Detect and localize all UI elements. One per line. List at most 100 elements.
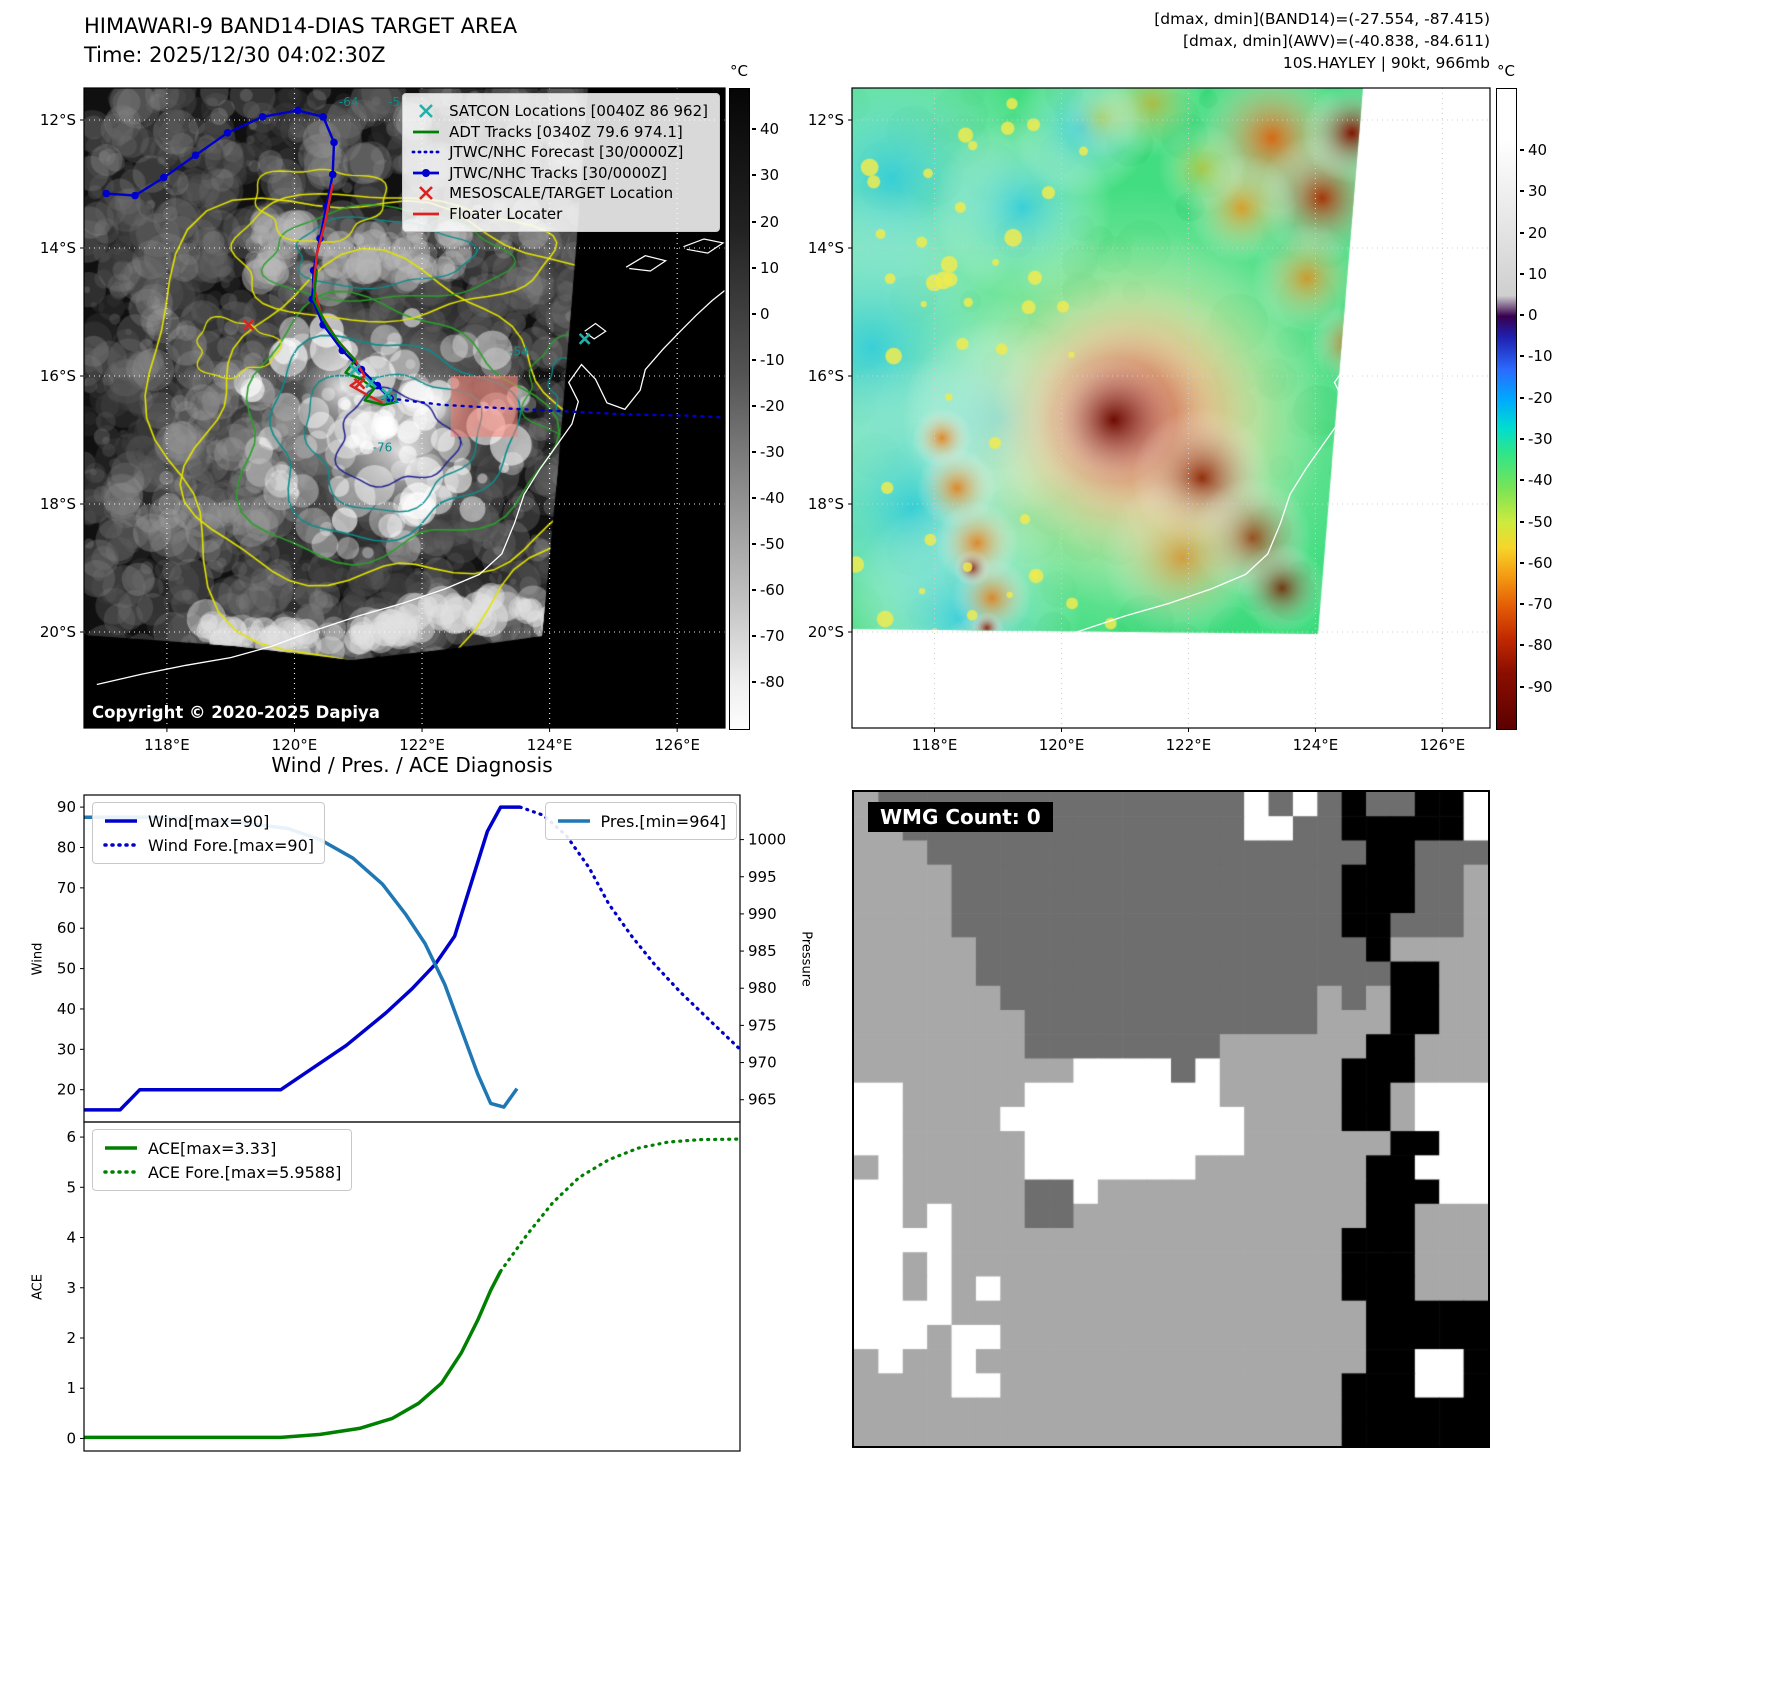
line-legend-marker [103,1170,139,1174]
awv-satellite-image [852,88,1490,728]
tick-label: -10 [760,350,785,369]
colorbar-tick: 10 [1520,265,1547,283]
colorbar-tick: -80 [1520,636,1553,654]
track-fix-dot [102,189,111,198]
y-tick-label: 16°S [808,367,844,385]
tick-mark [752,634,756,637]
tick-mark [752,312,756,315]
x-tick-label: 120°E [1039,736,1085,754]
storm-id-intensity: 10S.HAYLEY | 90kt, 966mb [1282,54,1490,72]
x-tick-label: 118°E [144,736,190,754]
legend-item: Floater Locater [411,204,708,225]
colorbar-tick: -10 [752,351,785,369]
legend-label: JTWC/NHC Forecast [30/0000Z] [449,143,684,162]
colorbar-tick: 10 [752,259,779,277]
chart-legend: Pres.[min=964] [544,802,737,840]
tick-mark [1520,231,1524,234]
grid-lines: 118°E 120°E 122°E 124°E 126°E 12°S 14°S 16°S 18°… [808,88,1490,754]
y-tick-label: 18°S [808,495,844,513]
legend-label: SATCON Locations [0040Z 86 962] [449,102,708,121]
tick-mark [752,128,756,131]
colorbar-tick: -40 [752,489,785,507]
axis-label: ACE [30,1274,46,1300]
coastline [864,238,1494,686]
wmg-count-label: WMG Count: 0 [868,802,1053,832]
copyright-text: Copyright © 2020-2025 Dapiya [92,703,380,722]
colorbar-tick: -90 [1520,678,1553,696]
x-marker [353,377,366,390]
x-marker [365,376,377,389]
band14-time: Time: 2025/12/30 04:02:30Z [84,43,386,67]
x-tick-label: 122°E [399,736,445,754]
wmg-panel: WMG Count: 0 [852,790,1490,1448]
line-legend-marker [105,819,137,823]
legend-item: JTWC/NHC Tracks [30/0000Z] [411,163,708,184]
y2-tick-label: 1000 [748,831,786,849]
tick-label: -10 [1528,347,1553,366]
band14-title-block: HIMAWARI-9 BAND14-DIAS TARGET AREA Time:… [84,12,517,70]
tick-label: 0 [1528,306,1538,325]
y-tick-label: 14°S [808,239,844,257]
awv-header: [dmax, dmin](BAND14)=(-27.554, -87.415) … [960,8,1490,74]
x-marker [242,318,255,331]
tick-label: 10 [760,258,780,277]
chart-canvas: 0 1 2 3 4 5 6 [66,1121,742,1452]
legend-item: MESOSCALE/TARGET Location [411,183,708,204]
chart-legend-label: Pres.[min=964] [600,811,726,831]
x-marker [578,332,591,345]
legend-label: Floater Locater [449,204,563,223]
tick-label: 40 [1528,140,1548,159]
y-tick-label: 1 [66,1379,76,1397]
y-tick-label: 80 [57,838,76,856]
y-tick-label: 14°S [40,239,76,257]
y-tick-label: 12°S [40,111,76,129]
x-legend-marker [419,104,434,119]
tick-label: 40 [760,120,780,139]
tick-mark [1520,644,1524,647]
coastline [96,238,729,686]
track-fix-dot [293,106,302,115]
track-fix-dot [258,113,267,121]
tick-label: -50 [1528,512,1553,531]
track-fix-dot [328,170,337,179]
chart-legend-label: Wind[max=90] [148,811,270,831]
tick-label: -60 [760,580,785,599]
tick-mark [1520,603,1524,606]
colorbar-tick: -70 [1520,595,1553,613]
chart-legend-item: ACE Fore.[max=5.9588] [103,1160,341,1184]
x-tick-label: 124°E [1293,736,1339,754]
colorbar-tick: -30 [1520,430,1553,448]
track-fix-dot [159,173,168,182]
y-tick-label: 2 [66,1329,76,1347]
tick-label: -30 [760,442,785,461]
tick-mark [752,174,756,177]
band14-title: HIMAWARI-9 BAND14-DIAS TARGET AREA [84,14,518,38]
colorbar-tick: 30 [1520,182,1547,200]
tick-mark [1520,561,1524,564]
chart-legend: Wind[max=90] Wind Fore.[max=90] [92,802,325,864]
band14-legend: SATCON Locations [0040Z 86 962] ADT Track… [402,93,720,232]
awv-map-overlay: 118°E 120°E 122°E 124°E 126°E 12°S 14°S 16°S 18°… [808,87,1494,754]
line-dot-legend-marker [413,168,440,177]
legend-label: JTWC/NHC Tracks [30/0000Z] [449,163,667,182]
tick-mark [1520,148,1524,151]
colorbar-tick: -30 [752,443,785,461]
tick-label: 0 [760,304,770,323]
legend-item: SATCON Locations [0040Z 86 962] [411,101,708,122]
tick-label: -70 [1528,595,1553,614]
contour-label: -64 [339,95,359,109]
tick-label: -70 [760,626,785,645]
axis-label: Pressure [798,931,814,987]
y-tick-label: 90 [57,798,76,816]
grid-lines: 118°E 120°E 122°E 124°E 126°E 12°S 14°S 16°S 18°… [40,88,725,754]
tick-mark [1520,396,1524,399]
line-legend-marker [557,819,590,823]
tick-label: 20 [760,212,780,231]
colorbar-tick: -60 [1520,554,1553,572]
colorbar-tick: -20 [1520,389,1553,407]
colorbar-tick: -50 [1520,513,1553,531]
x-tick-label: 126°E [1420,736,1466,754]
diagnosis-title: Wind / Pres. / ACE Diagnosis [271,753,553,777]
tick-mark [1520,520,1524,523]
chart-legend: ACE[max=3.33] ACE Fore.[max=5.9588] [92,1129,353,1191]
